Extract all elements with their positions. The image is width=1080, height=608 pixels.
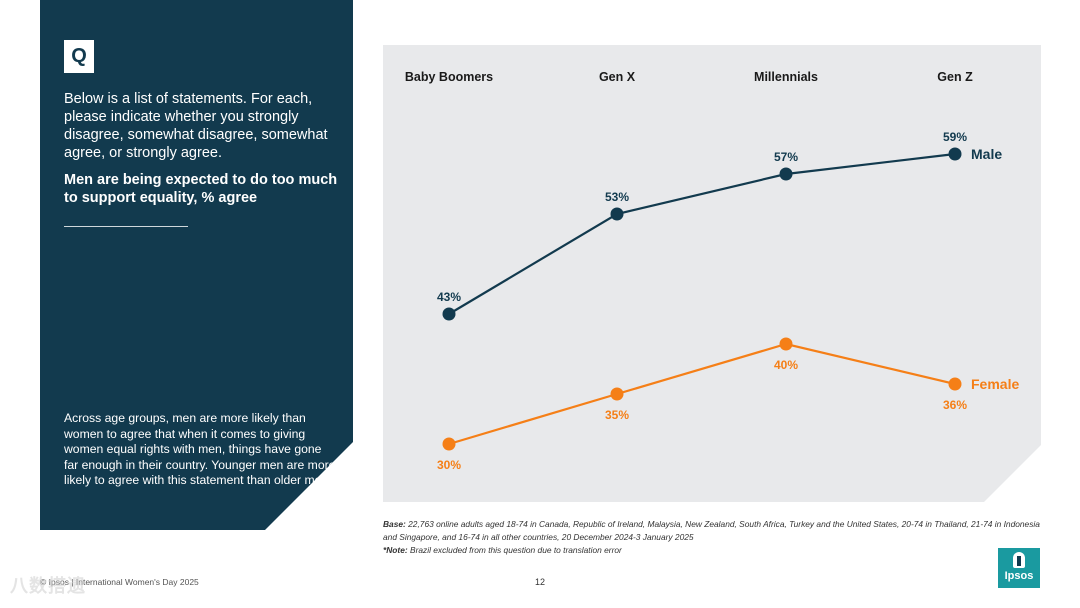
chart-panel: Baby Boomers Gen X Millennials Gen Z 43% 53%… <box>383 45 1041 502</box>
question-panel-background <box>40 0 353 530</box>
data-point-female <box>948 377 962 391</box>
ipsos-logo-icon <box>1013 552 1025 568</box>
category-label: Baby Boomers <box>405 70 493 84</box>
note-text: Brazil excluded from this question due t… <box>407 545 622 555</box>
line-chart: Baby Boomers Gen X Millennials Gen Z 43% 53%… <box>383 45 1041 502</box>
data-label-female: 35% <box>605 408 629 422</box>
series-name-male: Male <box>971 146 1002 162</box>
question-panel: Q Below is a list of statements. For eac… <box>40 0 353 530</box>
series-name-female: Female <box>971 376 1019 392</box>
data-point-female <box>779 337 793 351</box>
data-label-female: 36% <box>943 398 967 412</box>
data-label-male: 53% <box>605 190 629 204</box>
chart-background <box>383 45 1041 502</box>
data-point-male <box>948 147 962 161</box>
series-layer: 43% 53% 57% 59% Male 30% 35% 40% 36% Female <box>437 130 1019 472</box>
base-note: Base: 22,763 online adults aged 18-74 in… <box>383 518 1053 557</box>
series-line-female <box>448 342 956 446</box>
category-label: Gen Z <box>937 70 973 84</box>
divider-line <box>64 226 188 227</box>
summary-text: Across age groups, men are more likely t… <box>64 411 336 487</box>
category-label: Millennials <box>754 70 818 84</box>
data-label-male: 59% <box>943 130 967 144</box>
note-line: *Note: Brazil excluded from this questio… <box>383 544 1053 557</box>
category-label: Gen X <box>599 70 636 84</box>
data-label-male: 43% <box>437 290 461 304</box>
base-label: Base: <box>383 519 406 529</box>
question-badge: Q <box>64 40 94 73</box>
data-label-male: 57% <box>774 150 798 164</box>
data-point-male <box>610 207 624 221</box>
data-label-female: 30% <box>437 458 461 472</box>
data-label-female: 40% <box>774 358 798 372</box>
category-labels: Baby Boomers Gen X Millennials Gen Z <box>405 70 973 84</box>
data-point-male <box>779 167 793 181</box>
page-number: 12 <box>535 577 546 587</box>
note-label: *Note: <box>383 545 408 555</box>
ipsos-logo-text: Ipsos <box>1004 570 1034 582</box>
series-line-male <box>448 152 956 315</box>
data-point-male <box>442 307 456 321</box>
question-text: Below is a list of statements. For each,… <box>64 91 328 161</box>
data-point-female <box>610 387 624 401</box>
ipsos-logo: Ipsos <box>998 548 1040 588</box>
question-statement: Men are being expected to do too much to… <box>64 172 338 206</box>
footer-copyright: © Ipsos | International Women's Day 2025 <box>40 577 199 587</box>
base-text: 22,763 online adults aged 18-74 in Canad… <box>383 519 1040 542</box>
data-point-female <box>442 437 456 451</box>
base-line: Base: 22,763 online adults aged 18-74 in… <box>383 518 1053 544</box>
